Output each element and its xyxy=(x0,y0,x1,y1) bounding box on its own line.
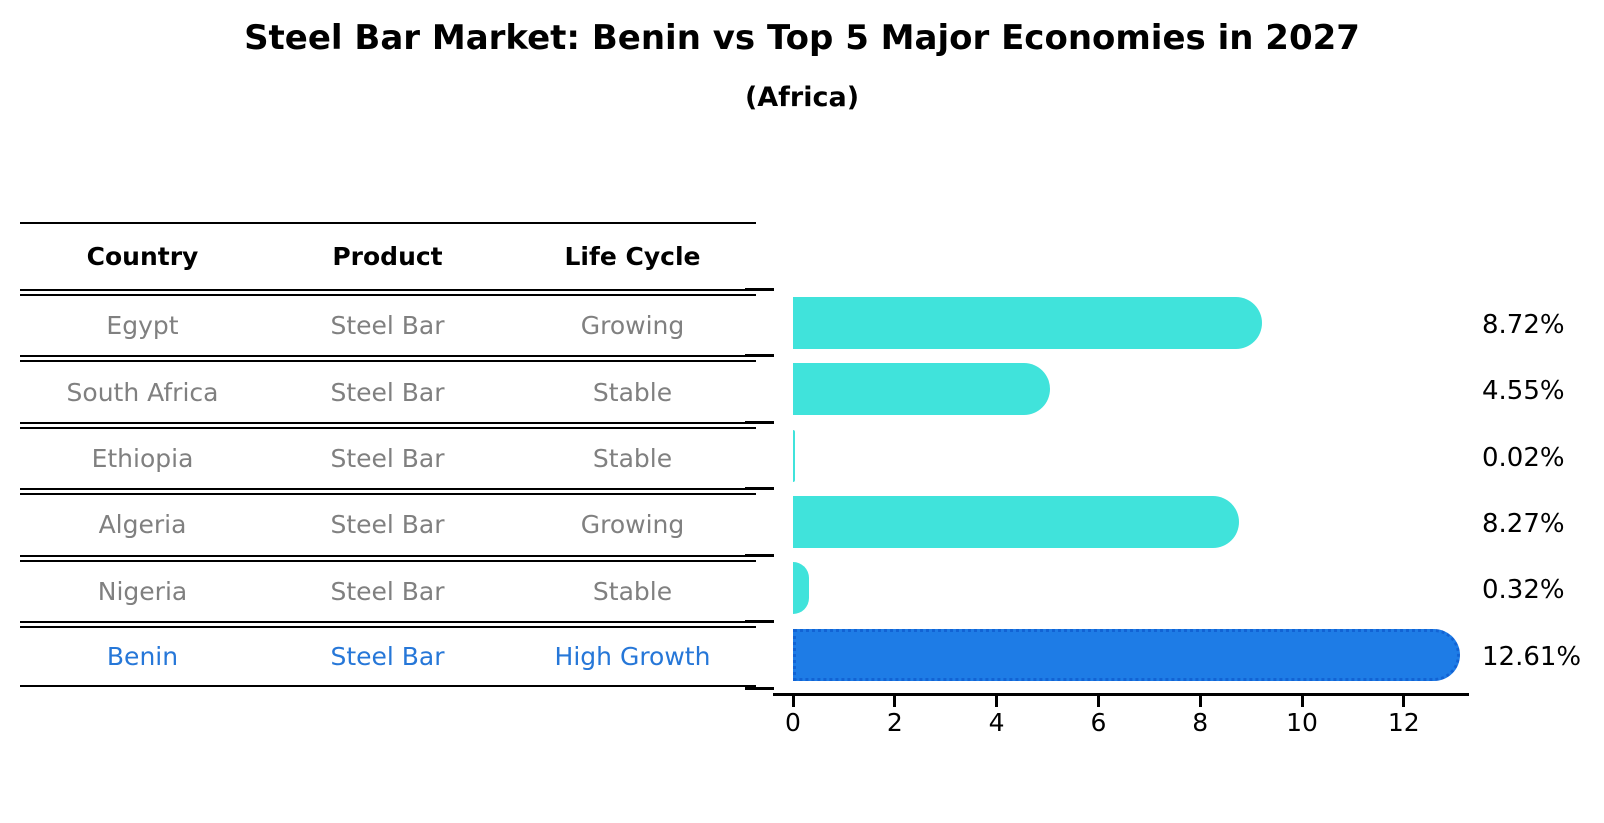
life-cycle-cell: Growing xyxy=(580,510,685,540)
x-axis-tick-label: 10 xyxy=(1286,708,1318,737)
value-label-nigeria: 0.32% xyxy=(1482,575,1565,606)
chart-title: Steel Bar Market: Benin vs Top 5 Major E… xyxy=(244,18,1360,58)
country-cell: Algeria xyxy=(98,510,187,540)
value-label-egypt: 8.72% xyxy=(1482,309,1565,340)
life-cycle-cell: High Growth xyxy=(554,642,711,672)
x-axis-tick xyxy=(1096,696,1100,707)
life-cycle-cell: Growing xyxy=(580,311,685,341)
y-axis-tick xyxy=(745,686,774,690)
bar-algeria xyxy=(793,495,1239,548)
value-label-algeria: 8.27% xyxy=(1482,508,1565,539)
table-row-south-africa: South Africa Steel Bar Stable xyxy=(20,355,756,421)
chart-subtitle: (Africa) xyxy=(744,82,860,113)
y-axis-tick xyxy=(745,620,774,623)
product-cell: Steel Bar xyxy=(330,377,445,407)
country-cell: South Africa xyxy=(66,377,219,407)
x-axis-tick-label: 6 xyxy=(1090,708,1107,737)
product-cell: Steel Bar xyxy=(330,311,445,341)
y-axis-tick xyxy=(745,420,774,424)
x-axis-tick-label: 2 xyxy=(886,708,903,737)
column-header-country: Country xyxy=(86,242,199,271)
bar-ethiopia xyxy=(793,429,795,482)
value-label-ethiopia: 0.02% xyxy=(1482,442,1565,473)
x-axis-tick xyxy=(995,696,999,707)
bar-benin xyxy=(793,628,1460,681)
table-row-ethiopia: Ethiopia Steel Bar Stable xyxy=(20,421,756,488)
product-cell: Steel Bar xyxy=(330,443,445,473)
y-axis-tick xyxy=(745,553,774,557)
x-axis-tick xyxy=(1198,696,1202,707)
table-row-benin: Benin Steel Bar High Growth xyxy=(20,620,756,688)
product-cell: Steel Bar xyxy=(330,510,445,540)
column-header-product: Product xyxy=(332,242,443,271)
product-cell: Steel Bar xyxy=(330,576,445,606)
x-axis-tick xyxy=(791,696,795,707)
bar-nigeria xyxy=(793,562,809,615)
country-cell: Nigeria xyxy=(97,576,188,606)
country-cell: Egypt xyxy=(106,311,179,341)
table-row-nigeria: Nigeria Steel Bar Stable xyxy=(20,554,756,621)
x-axis-tick-label: 8 xyxy=(1192,708,1209,737)
life-cycle-cell: Stable xyxy=(592,377,673,407)
x-axis-tick-label: 4 xyxy=(988,708,1005,737)
life-cycle-cell: Stable xyxy=(592,443,673,473)
table-row-algeria: Algeria Steel Bar Growing xyxy=(20,488,756,554)
x-axis-tick xyxy=(1300,696,1304,707)
country-table: Country Product Life Cycle Egypt Steel Ba… xyxy=(20,222,756,688)
product-cell: Steel Bar xyxy=(330,642,445,672)
table-row-egypt: Egypt Steel Bar Growing xyxy=(20,289,756,355)
column-header-lifecycle: Life Cycle xyxy=(564,242,701,271)
x-axis-tick xyxy=(893,696,897,707)
x-axis-line xyxy=(773,693,1469,696)
bar-egypt xyxy=(793,296,1262,349)
country-cell: Benin xyxy=(106,642,179,672)
y-axis-tick xyxy=(745,487,774,491)
y-axis-tick xyxy=(745,354,774,358)
life-cycle-cell: Stable xyxy=(592,576,673,606)
country-cell: Ethiopia xyxy=(91,443,194,473)
bar-south-africa xyxy=(793,363,1050,416)
value-label-benin: 12.61% xyxy=(1482,641,1582,672)
x-axis-tick-label: 12 xyxy=(1387,708,1420,737)
x-axis-tick xyxy=(1402,696,1406,707)
x-axis-tick-label: 0 xyxy=(785,708,801,737)
table-header-row: Country Product Life Cycle xyxy=(20,222,756,289)
value-label-south-africa: 4.55% xyxy=(1482,376,1565,407)
y-axis-tick xyxy=(745,288,774,291)
